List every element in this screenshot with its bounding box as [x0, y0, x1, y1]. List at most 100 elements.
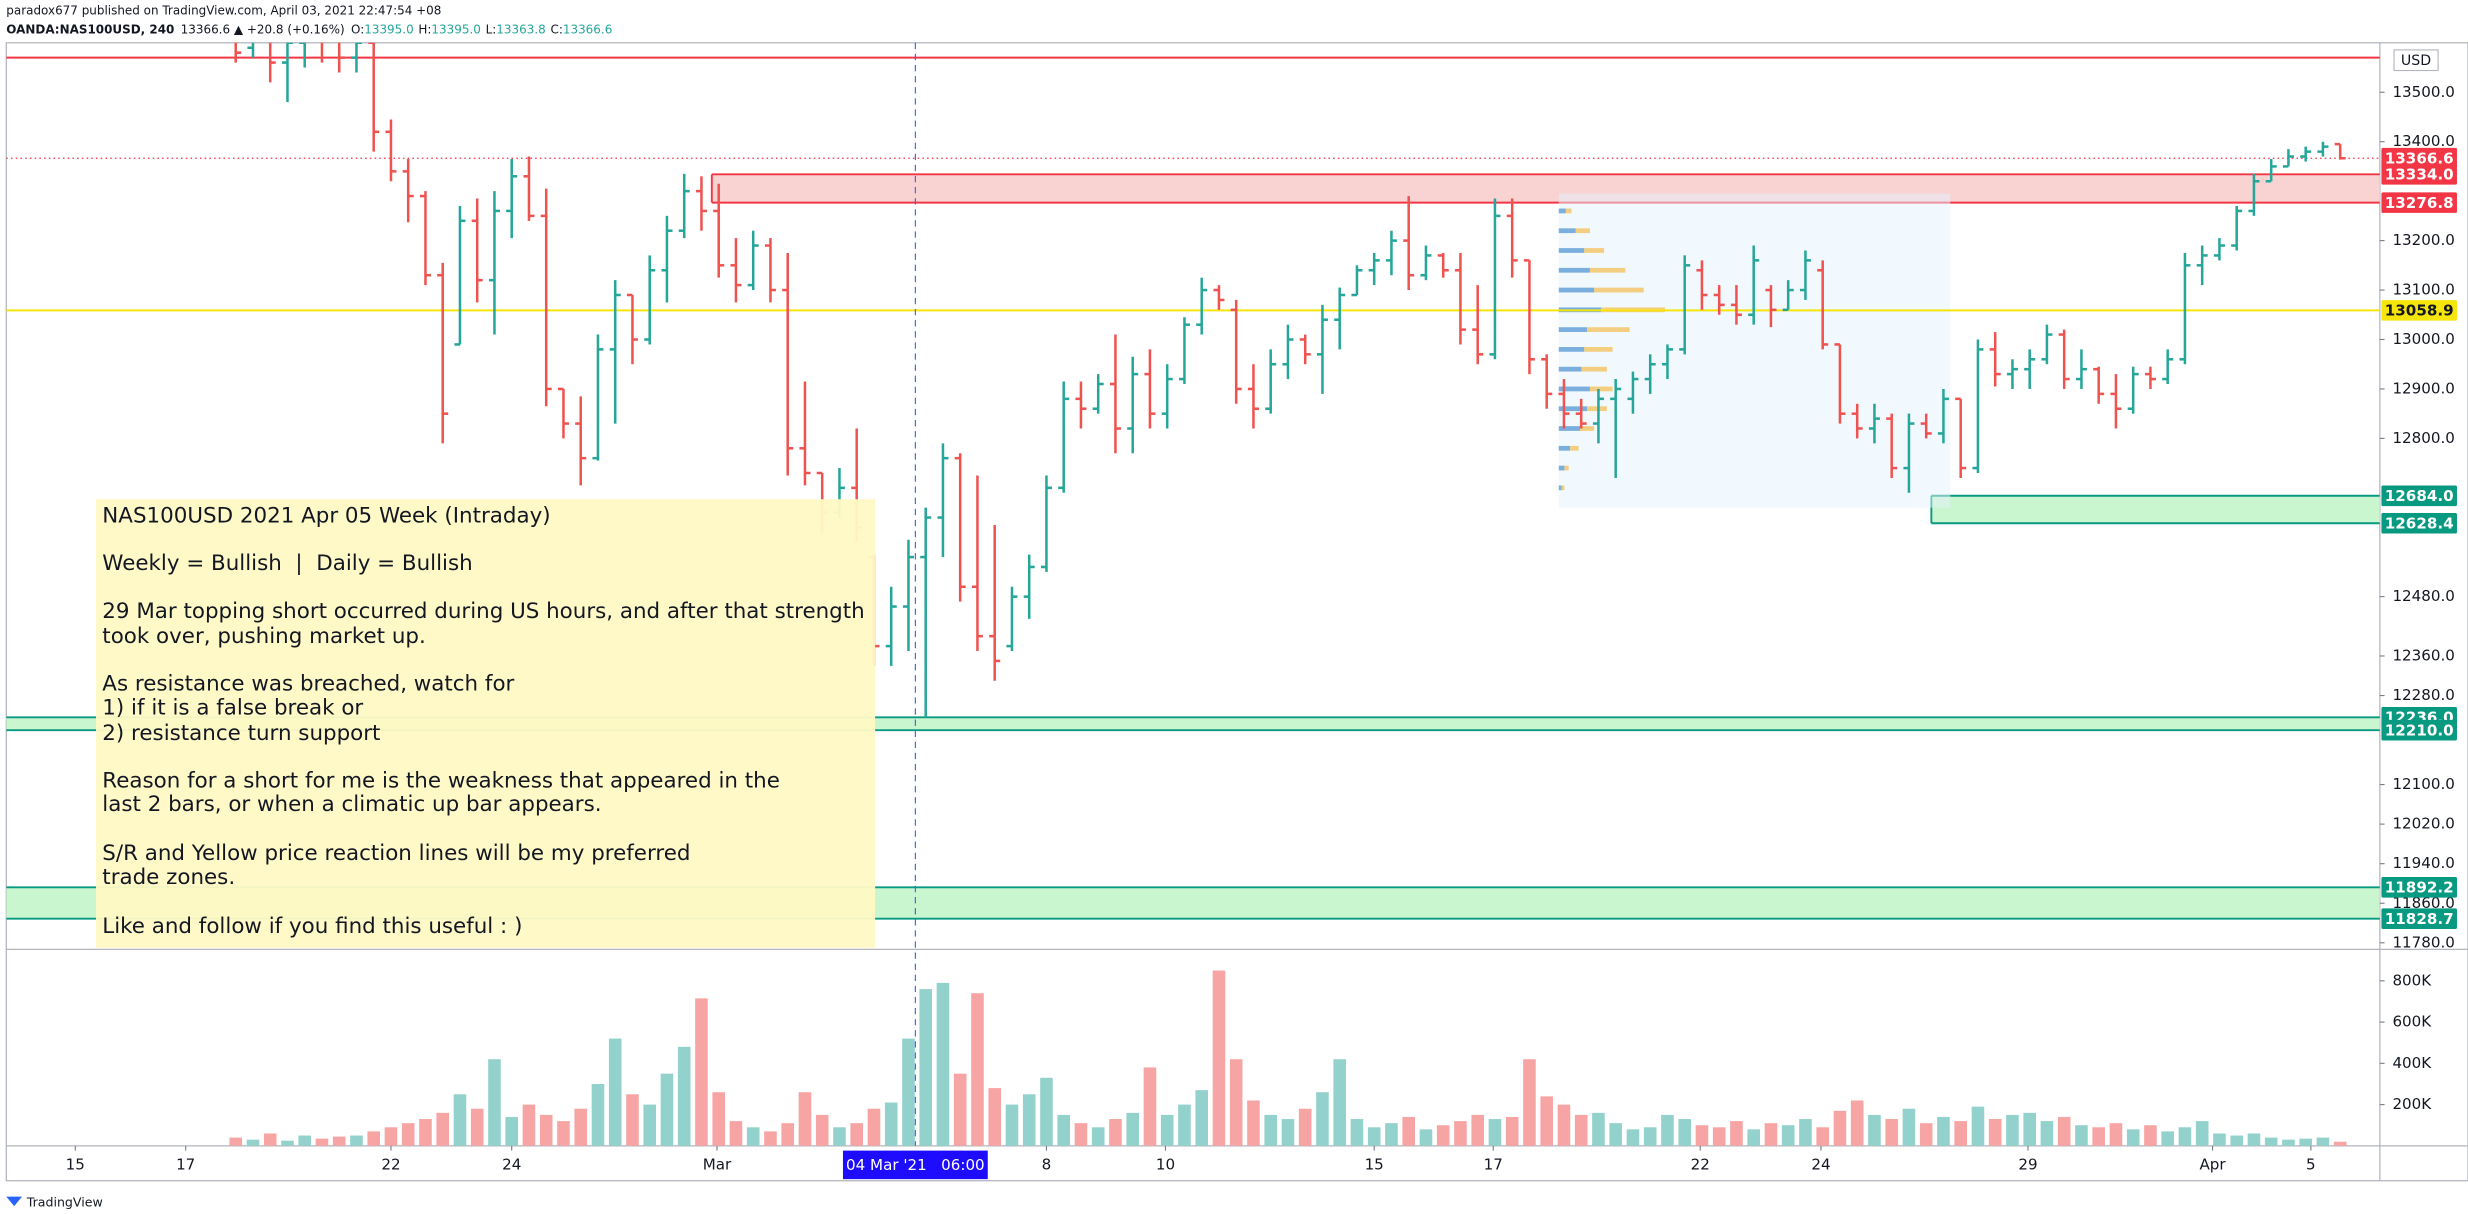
volume-bar [1678, 1119, 1691, 1146]
logo [6, 1196, 23, 1207]
volume-bar [1022, 1094, 1036, 1146]
volume-bar [1626, 1129, 1640, 1146]
profile-down [1584, 347, 1613, 352]
profile-up [1558, 347, 1585, 352]
volume-bar [1316, 1092, 1329, 1146]
volume-bar [1074, 1123, 1088, 1146]
profile-down [1561, 485, 1565, 491]
volume-bar [798, 1092, 812, 1146]
y-tick-label: 13000.0 [2392, 330, 2454, 348]
v-tick-label: 800K [2392, 971, 2432, 989]
volume-bar [367, 1131, 381, 1146]
axes: 13500.0 13400.0 13200.0 13100.0 13000.0 12900… [66, 42, 2457, 1180]
profile-up [1558, 465, 1565, 471]
volume-bar [764, 1131, 777, 1146]
volume-bar [2247, 1133, 2261, 1146]
volume-bar [1212, 970, 1226, 1146]
volume-bar [850, 1123, 864, 1146]
volume-bar [384, 1127, 398, 1146]
price-tag-label: 13276.8 [2385, 194, 2454, 212]
volume-bar [1436, 1125, 1450, 1146]
profile-down [1565, 208, 1572, 214]
profile-down [1570, 445, 1579, 451]
volume-bar [2144, 1125, 2157, 1146]
volume-bar [1298, 1108, 1312, 1146]
volume-bar [1937, 1116, 1950, 1146]
field-value: 13363.8 [496, 22, 545, 36]
frame [5, 42, 2468, 1182]
volume-bar [1264, 1114, 1277, 1146]
price-tag [2381, 147, 2457, 169]
x-tick-label: 24 [1811, 1155, 1830, 1173]
y-tick-label: 12020.0 [2392, 815, 2454, 833]
crosshair-tag [842, 1150, 988, 1180]
volume-bar [1764, 1123, 1778, 1146]
volume-bar [419, 1119, 432, 1146]
note-line: trade zones. [102, 865, 235, 890]
volume-bar [2057, 1116, 2071, 1146]
volume-bar [2213, 1133, 2226, 1146]
volume-bar [1574, 1114, 1588, 1146]
profile-down [1580, 426, 1595, 431]
note-line: S/R and Yellow price reaction lines will… [102, 841, 690, 866]
volume-bar [1695, 1125, 1709, 1146]
volume-bar [643, 1104, 657, 1146]
field-key: H: [418, 22, 431, 36]
header-quote: OANDA:NAS100USD, 240 13366.6 ▲ +20.8 (+0.… [6, 22, 612, 36]
volume-bar [2178, 1127, 2192, 1146]
volume-bar [1385, 1123, 1398, 1146]
volume-bar [833, 1127, 846, 1146]
volume-bar [1592, 1112, 1605, 1146]
volume-bar [1402, 1116, 1415, 1146]
profile-up [1558, 208, 1566, 214]
volume-pane [229, 970, 2347, 1146]
y-tick-label: 11940.0 [2392, 854, 2454, 872]
profile-down [1581, 366, 1607, 372]
note-line: 1) if it is a false break or [102, 695, 363, 720]
profile-up [1558, 267, 1590, 273]
volume-bar [2075, 1125, 2088, 1146]
volume-bar [815, 1114, 829, 1146]
field-value: 13395.0 [364, 22, 413, 36]
volume-bar [229, 1137, 243, 1146]
y-tick-label: 12480.0 [2392, 587, 2454, 605]
field-key: O: [351, 22, 364, 36]
profile-up [1558, 248, 1585, 253]
volume-bar [505, 1116, 519, 1146]
zone [1931, 495, 2380, 524]
note-line: Like and follow if you find this useful … [102, 914, 522, 939]
volume-bar [1488, 1119, 1502, 1146]
x-tick-label: Mar [703, 1155, 732, 1173]
volume-bar [1902, 1108, 1916, 1146]
price-tag-label: 12210.0 [2385, 721, 2454, 739]
volume-bar [1919, 1123, 1933, 1146]
y-tick-label: 11780.0 [2392, 933, 2454, 951]
note-line: Weekly = Bullish | Daily = Bullish [102, 551, 472, 576]
volume-bar [2040, 1121, 2054, 1146]
x-tick-label: 15 [1365, 1155, 1384, 1173]
field-key: C: [550, 22, 562, 36]
volume-bar [332, 1136, 346, 1146]
profile-up [1558, 406, 1588, 412]
volume-bar [1781, 1125, 1795, 1146]
volume-bar [712, 1092, 726, 1146]
field-key: L: [486, 22, 497, 36]
volume-bar [902, 1038, 915, 1146]
volume-bar [2092, 1127, 2105, 1146]
profile-down [1584, 248, 1605, 253]
field-value: 13395.0 [431, 22, 480, 36]
volume-bar [1747, 1129, 1760, 1146]
y-tick-label: 11860.0 [2392, 894, 2454, 912]
volume-bar [557, 1121, 570, 1146]
volume-bar [350, 1135, 363, 1146]
volume-bar [660, 1073, 674, 1146]
y-tick-label: 13400.0 [2392, 132, 2454, 150]
price-tag-label: 13058.9 [2385, 302, 2454, 320]
currency-box [2393, 49, 2439, 72]
x-tick-label: 17 [1484, 1155, 1503, 1173]
volume-bar [2195, 1121, 2209, 1146]
volume-bar [1143, 1067, 1157, 1146]
volume-bar [884, 1102, 898, 1146]
volume-bar [2316, 1137, 2330, 1146]
